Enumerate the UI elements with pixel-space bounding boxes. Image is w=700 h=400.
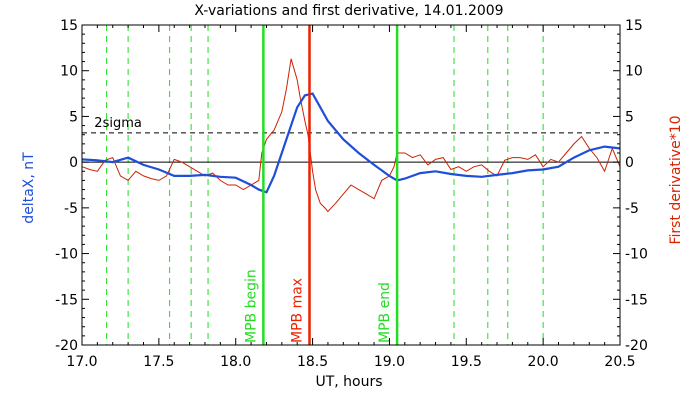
y-axis-label-right: First derivative*10 <box>668 115 684 244</box>
y-tick-label-right: -20 <box>625 338 648 354</box>
y-tick-label-left: 15 <box>60 18 78 34</box>
x-tick-label: 17.5 <box>143 354 174 370</box>
y-tick-label-left: 0 <box>69 155 78 171</box>
y-axis-label-left: deltaX, nT <box>21 152 37 224</box>
y-tick-label-right: -10 <box>625 247 648 263</box>
y-tick-label-right: 15 <box>625 18 643 34</box>
y-tick-label-right: 10 <box>625 64 643 80</box>
x-tick-label: 20.5 <box>604 354 635 370</box>
y-tick-label-left: -10 <box>55 247 78 263</box>
x-tick-label: 19.5 <box>451 354 482 370</box>
plot-area: 2sigma MPB begin MPB max MPB end 17.0 17.5 18.… <box>55 18 648 370</box>
y-tick-label-left: 5 <box>69 109 78 125</box>
chart-title: X-variations and first derivative, 14.01… <box>194 3 503 19</box>
x-tick-label: 18.0 <box>220 354 251 370</box>
x-axis-label: UT, hours <box>315 374 382 390</box>
y-tick-label-right: 0 <box>625 155 634 171</box>
y-tick-label-right: -5 <box>625 201 639 217</box>
y-tick-label-left: -5 <box>64 201 78 217</box>
y-tick-label-left: -20 <box>55 338 78 354</box>
marker-label: MPB end <box>377 282 393 343</box>
y-tick-label-right: 5 <box>625 109 634 125</box>
x-tick-label: 18.5 <box>297 354 328 370</box>
y-tick-label-left: 10 <box>60 64 78 80</box>
marker-label: MPB max <box>289 278 305 343</box>
deltax-series-line <box>81 92 621 194</box>
x-tick-label: 19.0 <box>374 354 405 370</box>
x-tick-label: 17.0 <box>66 354 97 370</box>
threshold-label: 2sigma <box>94 116 142 131</box>
plot-frame <box>81 24 621 346</box>
y-tick-label-right: -15 <box>625 292 648 308</box>
marker-label: MPB begin <box>243 269 259 343</box>
x-tick-label: 20.0 <box>528 354 559 370</box>
y-tick-label-left: -15 <box>55 292 78 308</box>
derivative-series-line <box>81 58 621 213</box>
